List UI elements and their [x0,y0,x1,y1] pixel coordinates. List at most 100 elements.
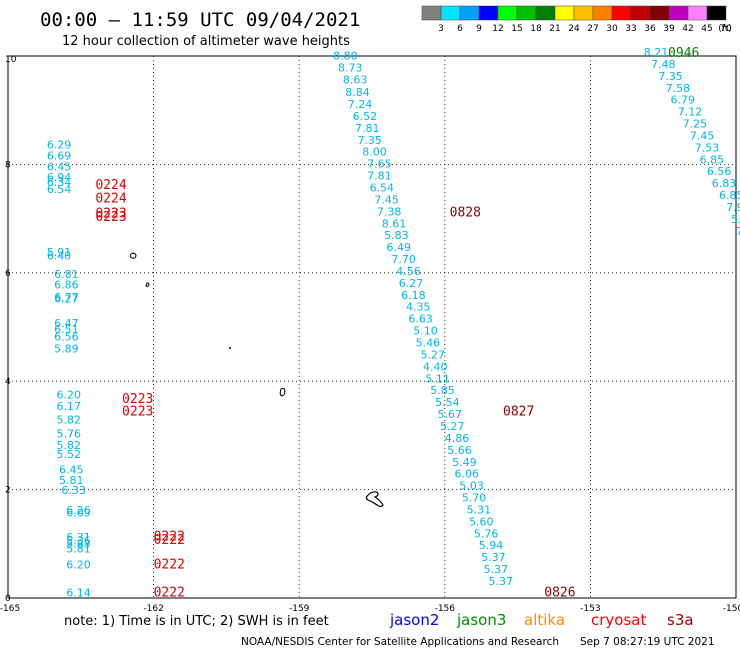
scale-label: 33 [625,24,636,34]
pass-time-label: 0223 [95,207,126,222]
wave-height-value: 5.90 [731,213,740,226]
wave-height-value: 7.53 [695,141,720,154]
wave-height-value: 5.94 [479,539,504,552]
pass-time-label: 0223 [122,392,153,407]
wave-height-value: 5.37 [481,551,506,564]
scale-label: 18 [530,24,542,34]
scale-swatch [497,5,518,21]
pass-time-label: 0224 [95,178,126,193]
wave-height-value: 5.27 [421,348,446,361]
wave-height-value: 7.35 [658,70,683,83]
wave-height-value: 6.34 [47,176,72,189]
wave-height-value: 8.84 [345,86,370,99]
wave-height-value: 5.52 [57,448,82,461]
wave-height-value: 5.60 [469,515,494,528]
wave-height-value: 7.25 [683,118,708,131]
y-tick-label: 6 [5,269,11,279]
scale-swatch [630,5,651,21]
wave-height-value: 5.67 [438,408,463,421]
wave-height-value: 6.47 [54,317,79,330]
scale-label: 3 [438,24,444,34]
track-pass-c2: 8.808.738.638.847.246.527.817.358.007.65… [333,49,575,600]
wave-height-value: 4.35 [406,301,431,314]
wave-height-value: 6.56 [707,165,732,178]
wave-height-value: 6.09 [66,507,91,520]
wave-height-value: 5.27 [440,420,465,433]
map-frame [7,55,737,599]
wave-height-value: 8.63 [343,74,368,87]
wave-height-value: 5.03 [459,480,484,493]
wave-height-value: 8.21 [644,46,669,59]
pass-time-label: 0827 [503,404,534,419]
wave-height-value: 8.00 [362,146,387,159]
credit-text: NOAA/NESDIS Center for Satellite Applica… [241,636,559,648]
generated-timestamp: Sep 7 08:27:19 UTC 2021 [580,636,715,648]
island-outlines [129,252,384,508]
scale-swatch [573,5,594,21]
x-tick-label: -162 [143,604,163,614]
scale-swatch [592,5,613,21]
island-outline [129,252,137,259]
x-tick-label: -159 [289,604,310,614]
wave-height-value: 5.37 [484,563,509,576]
scale-swatch [554,5,575,21]
wave-height-value: 6.14 [66,586,91,599]
map-subtitle: 12 hour collection of altimeter wave hei… [62,34,350,49]
scale-label: 39 [663,24,675,34]
wave-height-value: 4.40 [423,360,448,373]
wave-height-value: 7.38 [377,205,402,218]
x-tick-label: -156 [435,604,456,614]
wave-height-value: 6.31 [66,531,91,544]
scale-swatch [649,5,670,21]
wave-height-value: 6.26 [66,504,91,517]
wave-height-value: 5.70 [462,492,487,505]
island-outline [145,282,150,287]
scale-swatch [516,5,537,21]
wave-height-value: 6.69 [47,150,72,163]
legend-altika: altika [524,611,565,629]
wave-height-value: 5.83 [66,538,91,551]
legend-jason3: jason3 [456,611,506,629]
pass-time-label: 0223 [95,210,126,225]
wave-height-value: 8.73 [338,62,363,75]
wave-height-value: 6.51 [54,323,79,336]
wave-height-value: 5.82 [57,413,82,426]
wave-height-value: 6.81 [54,268,79,281]
wave-height-value: 6.17 [57,400,82,413]
scale-label: 12 [492,24,503,34]
island-outline [229,347,231,349]
pass-time-label: 0828 [450,205,481,220]
scale-swatch [459,5,480,21]
wave-height-value: 6.45 [59,463,84,476]
axis-tick-labels: -165 -162 -159 -156 -153 -150 0 2 4 6 8 10 [0,55,740,614]
wave-height-value: 5.81 [66,542,91,555]
y-tick-label: 0 [5,594,11,604]
wave-height-value: 5.89 [54,342,79,355]
map-title: 00:00 – 11:59 UTC 09/04/2021 [40,9,360,31]
y-tick-label: 2 [5,486,11,496]
wave-height-value: 6.33 [61,484,86,497]
wave-height-value: 5.11 [425,372,450,385]
wave-height-value: 6.63 [408,313,433,326]
wave-height-value: 7.12 [678,106,703,119]
pass-time-label: 0224 [95,191,126,206]
legend-note: note: 1) Time is in UTC; 2) SWH is in fe… [64,614,329,629]
wave-height-value: 4.86 [445,432,470,445]
wave-height-value: 6.52 [353,110,378,123]
satellite-legend: jason2 jason3 altika cryosat s3a [389,611,694,629]
track-pass-c3: 8.217.487.357.586.797.127.257.457.536.85… [644,46,740,238]
wave-height-value: 5.49 [452,456,477,469]
wave-height-value: 5.83 [384,229,409,242]
wave-height-value: 6.40 [47,249,72,262]
pass-time-label: 0946 [668,46,699,61]
scale-label: 21 [549,24,560,34]
wave-height-value: 6.06 [455,468,480,481]
wave-height-value: 6.77 [54,291,79,304]
wave-height-value: 6.79 [670,94,695,107]
scale-label: 15 [511,24,522,34]
y-tick-label: 10 [5,55,17,65]
legend-cryosat: cryosat [591,611,646,629]
scale-label: 9 [476,24,482,34]
wave-height-value: 7.81 [367,170,392,183]
scale-label: 30 [606,24,618,34]
